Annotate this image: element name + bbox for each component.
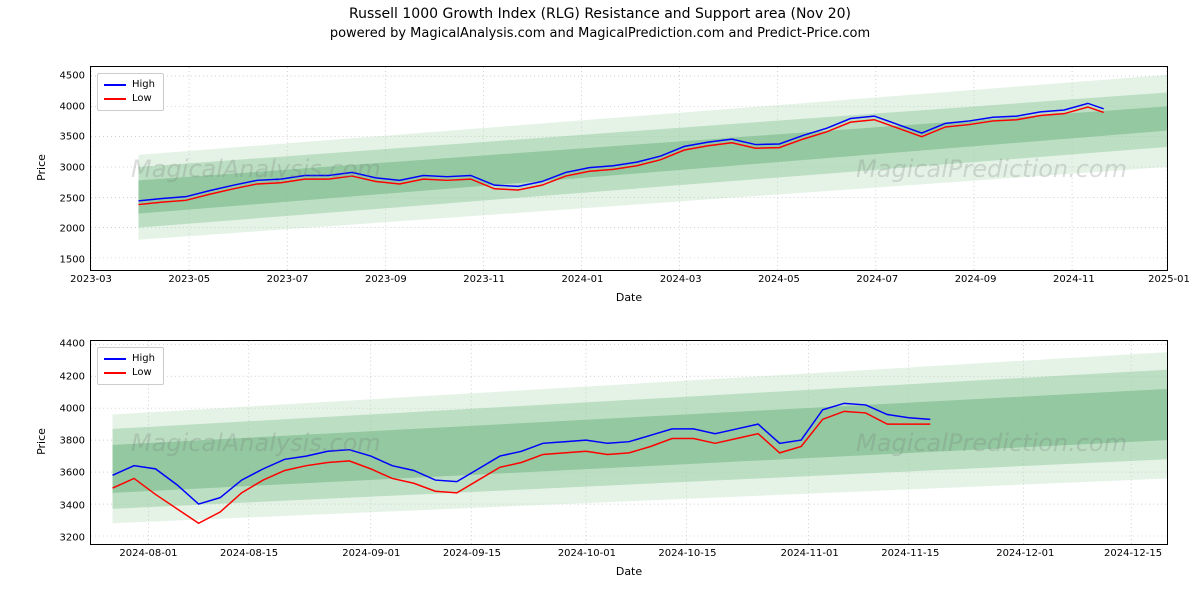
bottom-ylabel: Price <box>35 428 48 455</box>
top-xlabel: Date <box>90 291 1168 304</box>
ytick-label: 3600 <box>60 468 91 479</box>
ytick-label: 4200 <box>60 371 91 382</box>
top-panel: MagicalAnalysis.com MagicalPrediction.co… <box>90 66 1168 271</box>
xtick-label: 2024-09-15 <box>443 544 501 559</box>
xtick-label: 2023-05 <box>168 270 210 285</box>
bottom-xlabel: Date <box>90 565 1168 578</box>
xtick-label: 2024-09 <box>955 270 997 285</box>
legend-label-high-2: High <box>132 352 155 366</box>
ytick-label: 2000 <box>60 224 91 235</box>
bottom-panel: MagicalAnalysis.com MagicalPrediction.co… <box>90 340 1168 545</box>
xtick-label: 2024-11-15 <box>881 544 939 559</box>
bottom-panel-svg <box>91 341 1167 544</box>
figure: Russell 1000 Growth Index (RLG) Resistan… <box>0 0 1200 600</box>
ytick-label: 4400 <box>60 339 91 350</box>
ytick-label: 3500 <box>60 132 91 143</box>
ytick-label: 3400 <box>60 500 91 511</box>
legend-top: High Low <box>97 73 164 111</box>
xtick-label: 2023-11 <box>463 270 505 285</box>
xtick-label: 2025-01 <box>1148 270 1190 285</box>
legend-label-low: Low <box>132 92 152 106</box>
top-panel-svg <box>91 67 1167 270</box>
ytick-label: 1500 <box>60 254 91 265</box>
chart-subtitle: powered by MagicalAnalysis.com and Magic… <box>0 26 1200 41</box>
xtick-label: 2024-08-01 <box>119 544 177 559</box>
chart-title: Russell 1000 Growth Index (RLG) Resistan… <box>0 6 1200 22</box>
ytick-label: 4500 <box>60 71 91 82</box>
xtick-label: 2024-12-01 <box>996 544 1054 559</box>
legend-item-low-2: Low <box>104 366 155 380</box>
xtick-label: 2024-03 <box>660 270 702 285</box>
ytick-label: 3800 <box>60 436 91 447</box>
ytick-label: 3200 <box>60 532 91 543</box>
ytick-label: 4000 <box>60 101 91 112</box>
xtick-label: 2024-10-15 <box>658 544 716 559</box>
legend-swatch-high-2 <box>104 358 126 360</box>
legend-bottom: High Low <box>97 347 164 385</box>
ytick-label: 4000 <box>60 403 91 414</box>
xtick-label: 2024-11-01 <box>781 544 839 559</box>
legend-label-high: High <box>132 78 155 92</box>
xtick-label: 2024-09-01 <box>342 544 400 559</box>
xtick-label: 2024-10-01 <box>558 544 616 559</box>
top-ylabel: Price <box>35 154 48 181</box>
legend-swatch-low <box>104 98 126 100</box>
legend-item-low: Low <box>104 92 155 106</box>
legend-item-high-2: High <box>104 352 155 366</box>
xtick-label: 2024-08-15 <box>220 544 278 559</box>
xtick-label: 2023-07 <box>267 270 309 285</box>
xtick-label: 2024-01 <box>562 270 604 285</box>
xtick-label: 2023-03 <box>70 270 112 285</box>
legend-swatch-high <box>104 84 126 86</box>
xtick-label: 2024-05 <box>758 270 800 285</box>
legend-label-low-2: Low <box>132 366 152 380</box>
legend-item-high: High <box>104 78 155 92</box>
xtick-label: 2024-12-15 <box>1104 544 1162 559</box>
ytick-label: 3000 <box>60 162 91 173</box>
xtick-label: 2023-09 <box>365 270 407 285</box>
xtick-label: 2024-11 <box>1053 270 1095 285</box>
xtick-label: 2024-07 <box>856 270 898 285</box>
ytick-label: 2500 <box>60 193 91 204</box>
legend-swatch-low-2 <box>104 372 126 374</box>
